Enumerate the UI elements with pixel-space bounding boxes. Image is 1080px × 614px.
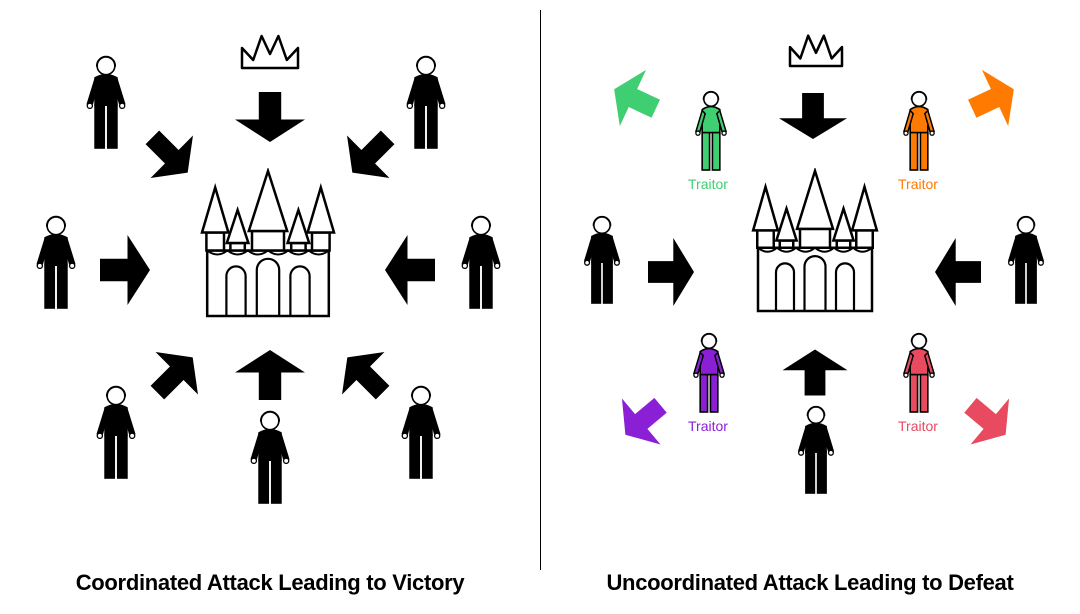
general-figure [30,215,82,310]
castle-icon [740,168,890,313]
left-caption: Coordinated Attack Leading to Victory [0,570,540,596]
arrow-icon [136,336,214,414]
general-figure [688,332,730,414]
arrow-icon [385,235,435,305]
arrow-icon [959,61,1027,137]
crown-icon [240,30,300,70]
castle-icon [188,168,348,318]
arrow-icon [235,350,305,400]
arrow-icon [601,61,669,137]
general-figure [1002,215,1050,305]
arrow-icon [779,93,847,139]
left-panel: Coordinated Attack Leading to Victory [0,0,540,614]
arrow-icon [326,336,404,414]
arrow-icon [648,238,694,306]
arrow-icon [100,235,150,305]
general-figure [244,410,296,505]
general-figure [690,90,732,172]
arrow-icon [951,382,1025,458]
arrow-icon [783,350,848,396]
traitor-label: Traitor [898,176,938,192]
right-panel: Uncoordinated Attack Leading to Defeat T… [540,0,1080,614]
general-figure [400,55,452,150]
general-figure [898,90,940,172]
general-figure [455,215,507,310]
general-figure [90,385,142,480]
crown-icon [788,30,844,68]
right-caption: Uncoordinated Attack Leading to Defeat [540,570,1080,596]
traitor-label: Traitor [688,176,728,192]
general-figure [578,215,626,305]
general-figure [395,385,447,480]
general-figure [792,405,840,495]
arrow-icon [606,382,680,458]
traitor-label: Traitor [688,418,728,434]
traitor-label: Traitor [898,418,938,434]
general-figure [898,332,940,414]
general-figure [80,55,132,150]
arrow-icon [235,92,305,142]
arrow-icon [935,238,981,306]
